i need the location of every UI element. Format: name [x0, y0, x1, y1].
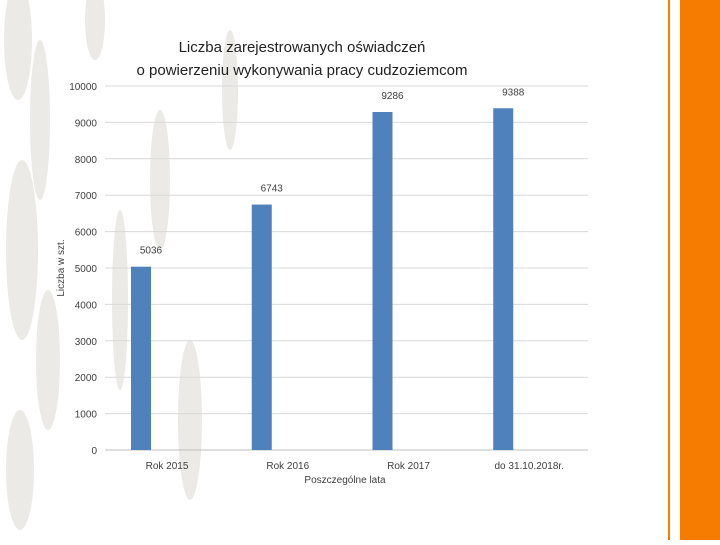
y-tick-label: 2000: [75, 373, 98, 384]
y-tick-label: 7000: [75, 191, 98, 202]
data-labels: 5036 6743 9286 9388: [140, 87, 525, 256]
y-tick-label: 9000: [75, 118, 98, 129]
y-tick-label: 0: [91, 446, 97, 457]
x-axis-label: Poszczególne lata: [304, 475, 386, 486]
y-tick-label: 4000: [75, 300, 98, 311]
bar-data-label: 6743: [261, 184, 284, 195]
texture-blob: [6, 410, 34, 530]
bar-data-label: 9286: [381, 91, 404, 102]
texture-blob: [178, 340, 202, 500]
y-axis-ticks: 0 1000 2000 3000 4000 5000 6000 7000 8000 9000 100…: [69, 82, 97, 457]
x-category-label: do 31.10.2018r.: [494, 461, 564, 472]
accent-bar: [680, 0, 720, 540]
x-category-label: Rok 2015: [146, 461, 189, 472]
y-tick-label: 10000: [69, 82, 97, 93]
bar-data-label: 9388: [502, 87, 525, 98]
bar-data-label: 5036: [140, 246, 163, 257]
texture-blob: [85, 0, 105, 60]
y-tick-label: 8000: [75, 155, 98, 166]
texture-blob: [222, 30, 238, 150]
gridlines: [105, 85, 588, 451]
accent-divider: [668, 0, 670, 540]
bar: [372, 111, 393, 451]
x-category-label: Rok 2017: [387, 461, 430, 472]
chart-title-line-2: o powierzeniu wykonywania pracy cudzozie…: [137, 62, 468, 79]
y-axis-label: Liczba w szt.: [56, 239, 67, 296]
y-tick-label: 3000: [75, 337, 98, 348]
texture-blob: [150, 110, 170, 250]
y-tick-label: 1000: [75, 410, 98, 421]
bar: [131, 266, 151, 450]
chart-title-line-1: Liczba zarejestrowanych oświadczeń: [179, 39, 426, 56]
bar: [251, 204, 272, 450]
y-tick-label: 5000: [75, 264, 98, 275]
texture-blob: [6, 160, 38, 340]
texture-blob: [112, 210, 128, 390]
x-axis-categories: Rok 2015 Rok 2016 Rok 2017 do 31.10.2018r.: [146, 461, 564, 472]
bar: [493, 108, 514, 451]
y-tick-label: 6000: [75, 228, 98, 239]
texture-blob: [36, 290, 60, 430]
bars: [131, 108, 514, 451]
x-category-label: Rok 2016: [266, 461, 309, 472]
texture-blob: [4, 0, 32, 100]
texture-blob: [30, 40, 50, 200]
